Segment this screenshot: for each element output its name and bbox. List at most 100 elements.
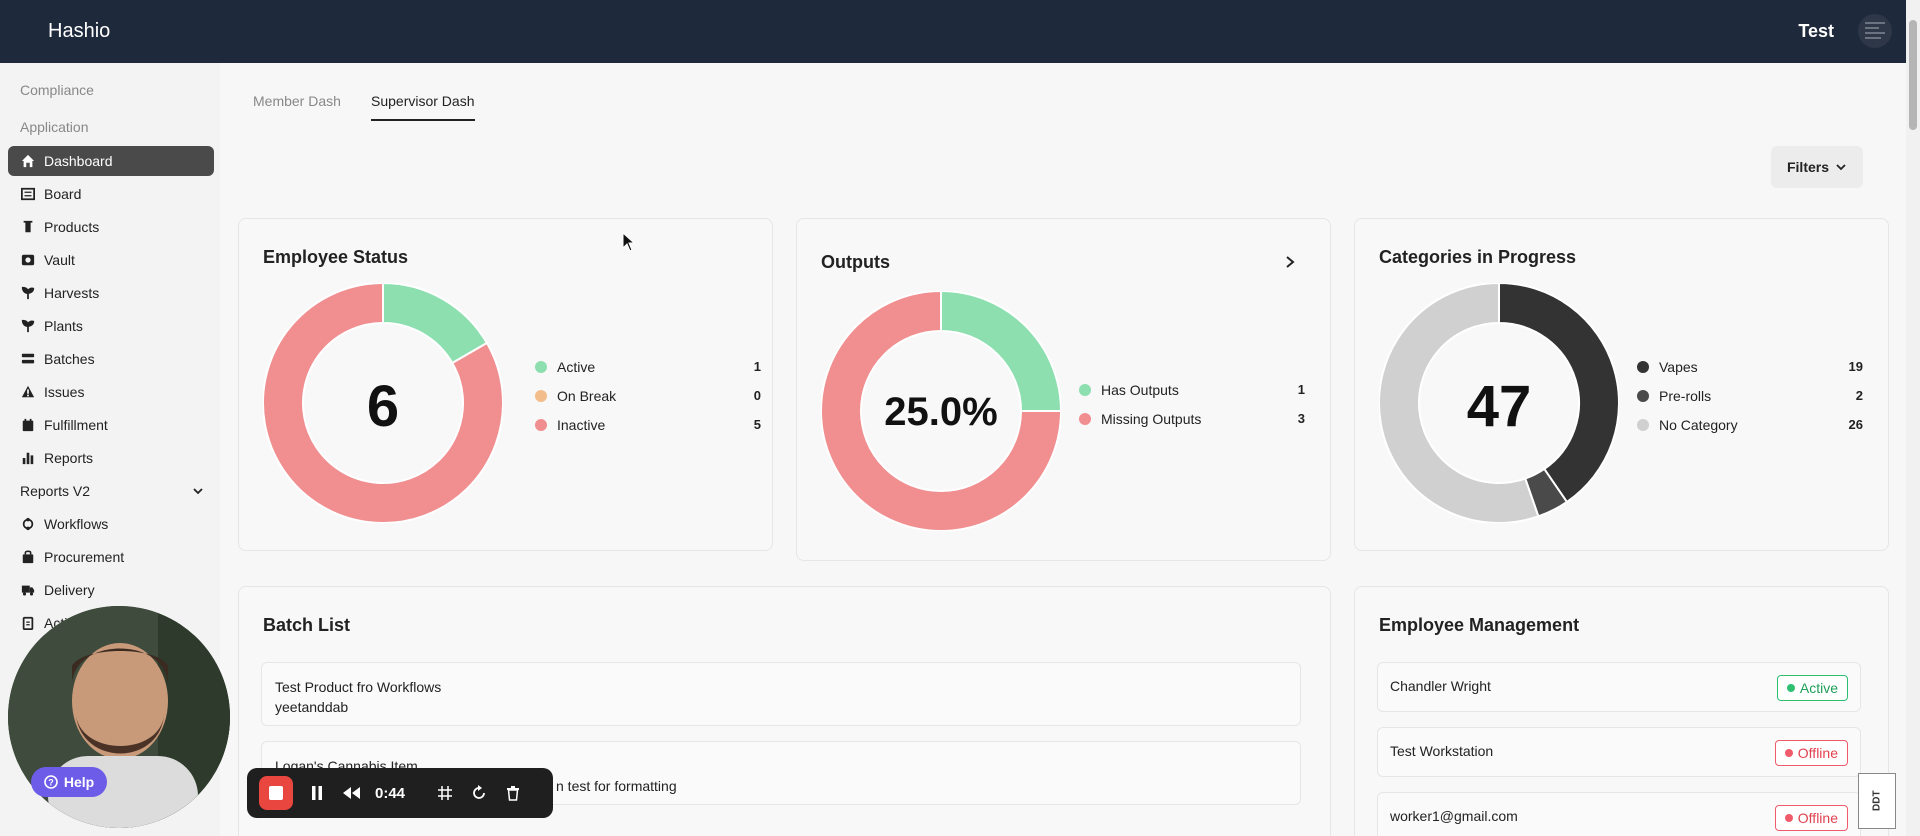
employee-status-card: Employee Status 6 Active 1 On Break 0 Inac… [238,218,773,551]
chevron-right-icon[interactable] [1284,255,1296,274]
sidebar-item-procurement[interactable]: Procurement [8,542,214,572]
sidebar-section-compliance[interactable]: Compliance [20,82,94,98]
trash-icon[interactable] [503,783,523,803]
legend-value: 26 [1848,417,1863,432]
sidebar-item-board[interactable]: Board [8,179,214,209]
status-badge: Offline [1774,740,1848,766]
sidebar-item-dashboard[interactable]: Dashboard [8,146,214,176]
legend-value: 3 [1297,411,1305,426]
outputs-card: Outputs 25.0% Has Outputs 1 Missing Outpu… [796,218,1331,561]
rewind-icon[interactable] [341,783,361,803]
tab-supervisor-dash[interactable]: Supervisor Dash [371,93,475,121]
employee-row[interactable]: worker1@gmail.com Offline [1377,792,1861,836]
legend-label: Pre-rolls [1659,387,1712,404]
legend-item-on-break: On Break 0 [535,381,761,410]
sidebar-item-batches[interactable]: Batches [8,344,214,374]
legend-item-inactive: Inactive 5 [535,410,761,439]
main-content: Member Dash Supervisor Dash Filters Empl… [220,63,1900,836]
workflow-icon [20,516,36,532]
card-title: Categories in Progress [1379,247,1577,267]
sidebar-item-label: Board [44,186,82,202]
truck-icon [20,582,36,598]
tab-member-dash[interactable]: Member Dash [253,93,341,109]
employee-name: Test Workstation [1390,743,1494,759]
card-title: Employee Management [1379,615,1580,635]
legend-dot [1079,383,1091,396]
user-name[interactable]: Test [1798,21,1834,41]
plant-icon [20,318,36,334]
sidebar-item-label: Products [44,219,100,235]
brand-logo[interactable]: Hashio [48,20,111,42]
employee-row[interactable]: Chandler Wright Active [1377,662,1861,712]
sidebar-item-reports-v2[interactable]: Reports V2 [8,476,214,506]
employee-row[interactable]: Test Workstation Offline [1377,727,1861,777]
home-icon [20,153,36,169]
calendar-icon [20,417,36,433]
legend-label: Inactive [557,416,606,433]
sidebar-item-harvests[interactable]: Harvests [8,278,214,308]
categories-donut [1379,283,1619,523]
legend-dot [1637,360,1649,373]
legend-item-has-outputs: Has Outputs 1 [1079,375,1305,404]
bag-icon [20,549,36,565]
donut-slice-vapes[interactable] [1498,283,1619,504]
categories-card: Categories in Progress 47 Vapes 19 Pre-ro… [1354,218,1889,551]
sidebar-item-vault[interactable]: Vault [8,245,214,275]
legend-label: Has Outputs [1101,381,1179,398]
legend-dot [535,418,547,431]
legend-dot [1637,418,1649,431]
status-badge: Active [1776,675,1848,701]
board-icon [20,186,36,202]
sidebar-item-label: Harvests [44,285,100,301]
chevron-down-icon [1836,164,1846,171]
vertical-scrollbar[interactable] [1906,0,1920,836]
employee-name: worker1@gmail.com [1390,808,1518,824]
filters-button[interactable]: Filters [1771,146,1863,188]
legend-dot [1637,389,1649,402]
chevron-down-icon [192,484,204,500]
grid-icon[interactable] [435,783,455,803]
status-label: Offline [1797,810,1838,826]
status-badge: Offline [1774,805,1848,831]
sidebar-item-label: Plants [44,318,83,334]
batch-list-item[interactable]: Test Product fro Workflows yeetanddab [261,662,1301,726]
outputs-donut [821,291,1061,531]
employee-status-donut [263,283,503,523]
corner-badge: DDT [1858,773,1896,829]
status-label: Offline [1797,745,1838,761]
employee-management-card: Employee Management Chandler Wright Acti… [1354,586,1889,836]
pause-icon[interactable] [307,783,327,803]
sidebar-item-reports[interactable]: Reports [8,443,214,473]
avatar[interactable] [1858,14,1892,48]
flask-icon [20,219,36,235]
sidebar-item-label: Batches [44,351,95,367]
sidebar-item-label: Procurement [44,549,125,565]
legend-value: 1 [1297,382,1305,397]
legend-value: 5 [753,417,761,432]
help-icon: ? [44,775,58,789]
top-bar: Hashio Test [0,0,1920,63]
scrollbar-thumb[interactable] [1909,20,1917,130]
stop-recording-button[interactable] [259,776,293,810]
sidebar-item-issues[interactable]: Issues [8,377,214,407]
sidebar-item-workflows[interactable]: Workflows [8,509,214,539]
sidebar-item-products[interactable]: Products [8,212,214,242]
legend-item-vapes: Vapes 19 [1637,352,1863,381]
card-title: Outputs [821,252,890,272]
legend-item-active: Active 1 [535,352,761,381]
donut-slice-missing-outputs[interactable] [821,291,1061,531]
sidebar-section-application[interactable]: Application [20,119,89,135]
sidebar-item-fulfillment[interactable]: Fulfillment [8,410,214,440]
card-title: Employee Status [263,247,409,267]
donut-slice-no-category[interactable] [1379,283,1540,523]
legend-dot [535,360,547,373]
sidebar-item-plants[interactable]: Plants [8,311,214,341]
batch-sub-label: n test for formatting [556,778,677,794]
legend-dot [1079,412,1091,425]
employee-name: Chandler Wright [1390,678,1491,694]
filters-label: Filters [1786,159,1829,175]
donut-slice-inactive[interactable] [263,283,503,523]
help-button[interactable]: ? Help [31,767,107,797]
sidebar-item-delivery[interactable]: Delivery [8,575,214,605]
restart-icon[interactable] [469,783,489,803]
